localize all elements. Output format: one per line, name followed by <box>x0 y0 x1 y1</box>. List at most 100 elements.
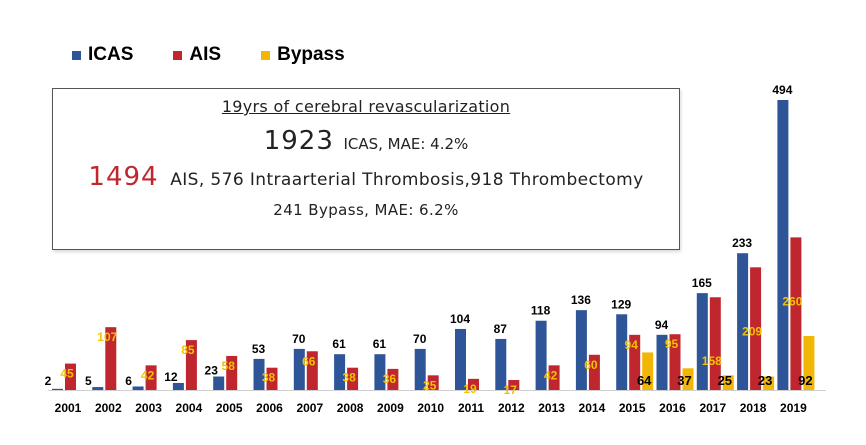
x-tick-label: 2005 <box>216 401 243 415</box>
data-label-icas: 87 <box>494 322 508 336</box>
data-label-ais: 17 <box>504 383 518 397</box>
data-label-ais: 260 <box>782 294 802 308</box>
data-label-ais: 209 <box>742 324 762 338</box>
x-tick-label: 2010 <box>417 401 444 415</box>
data-label-ais: 45 <box>60 367 74 381</box>
bar-ais <box>347 367 359 390</box>
data-label-bypass: 64 <box>637 373 652 388</box>
bar-icas <box>172 382 184 390</box>
data-label-icas: 53 <box>252 342 266 356</box>
data-label-icas: 23 <box>205 363 219 377</box>
data-label-icas: 165 <box>692 276 712 290</box>
summary-icas-line: 1923 ICAS, MAE: 4.2% <box>53 126 679 156</box>
data-label-icas: 70 <box>292 332 306 346</box>
bar-icas <box>656 334 668 390</box>
data-label-ais: 25 <box>423 378 437 392</box>
bar-ais <box>629 334 641 390</box>
x-tick-label: 2016 <box>659 401 686 415</box>
data-label-ais: 158 <box>702 354 722 368</box>
data-label-ais: 85 <box>181 343 195 357</box>
data-label-icas: 61 <box>332 337 346 351</box>
bar-icas <box>334 354 346 390</box>
x-tick-label: 2008 <box>337 401 364 415</box>
data-label-ais: 36 <box>383 372 397 386</box>
summary-icas-count: 1923 <box>263 126 334 156</box>
data-label-ais: 42 <box>544 368 558 382</box>
legend-item-bypass: Bypass <box>261 44 345 66</box>
bar-ais <box>669 334 681 390</box>
bar-ais <box>145 365 157 390</box>
data-label-bypass: 37 <box>677 373 691 388</box>
bar-icas <box>535 320 547 390</box>
legend-swatch-icas <box>72 50 81 60</box>
bar-ais <box>387 368 399 390</box>
bar-ais <box>468 378 479 390</box>
bar-ais <box>427 375 439 390</box>
bar-ais <box>226 355 238 390</box>
bar-bypass <box>763 376 775 390</box>
bar-ais <box>105 327 117 390</box>
bar-icas <box>455 328 466 390</box>
bar-icas <box>616 314 628 390</box>
bar-bypass <box>682 368 694 390</box>
data-label-ais: 94 <box>625 338 639 352</box>
data-label-icas: 494 <box>772 83 792 97</box>
bar-ais <box>790 237 802 390</box>
bar-ais <box>588 354 600 390</box>
bar-bypass <box>642 352 654 390</box>
legend-label-ais: AIS <box>189 44 222 65</box>
summary-title: 19yrs of cerebral revascularization <box>221 97 511 116</box>
summary-text-box: 19yrs of cerebral revascularization 1923… <box>52 88 680 250</box>
data-label-icas: 233 <box>732 236 752 250</box>
x-tick-label: 2015 <box>619 401 646 415</box>
x-tick-label: 2013 <box>538 401 565 415</box>
bar-ais <box>65 363 76 390</box>
bar-ais <box>508 380 520 390</box>
x-tick-label: 2006 <box>256 401 283 415</box>
legend-label-bypass: Bypass <box>277 44 345 65</box>
data-label-ais: 95 <box>665 337 679 351</box>
legend-label-icas: ICAS <box>88 44 134 65</box>
bar-icas <box>575 310 587 390</box>
x-tick-label: 2019 <box>780 401 807 415</box>
bar-icas <box>293 348 305 390</box>
x-tick-label: 2018 <box>740 401 767 415</box>
bar-ais <box>185 340 197 390</box>
x-tick-label: 2009 <box>377 401 404 415</box>
data-label-icas: 118 <box>531 304 551 318</box>
bar-icas <box>777 100 789 390</box>
bar-icas <box>52 388 63 390</box>
data-label-ais: 66 <box>302 354 316 368</box>
data-label-icas: 12 <box>164 370 178 384</box>
x-tick-label: 2011 <box>458 401 484 415</box>
x-tick-label: 2003 <box>135 401 162 415</box>
legend-item-icas: ICAS <box>72 44 133 66</box>
data-label-ais: 58 <box>222 359 236 373</box>
bar-ais <box>709 297 721 390</box>
data-label-icas: 6 <box>125 374 132 388</box>
data-label-ais: 19 <box>463 382 477 396</box>
data-label-icas: 2 <box>45 374 52 388</box>
bar-ais <box>266 367 278 390</box>
x-tick-label: 2007 <box>296 401 323 415</box>
data-label-icas: 5 <box>85 374 92 388</box>
bar-icas <box>737 253 749 390</box>
legend-item-ais: AIS <box>173 44 221 66</box>
bar-ais <box>306 351 318 390</box>
summary-ais-count: 1494 <box>88 162 159 192</box>
data-label-ais: 38 <box>262 371 276 385</box>
bar-icas <box>495 338 507 390</box>
data-label-ais: 107 <box>97 330 117 344</box>
legend-swatch-bypass <box>261 50 271 60</box>
data-label-ais: 38 <box>342 371 356 385</box>
bar-icas <box>696 293 708 390</box>
summary-icas-text: ICAS, MAE: 4.2% <box>343 135 469 153</box>
x-tick-label: 2014 <box>579 401 606 415</box>
bar-icas <box>374 354 386 390</box>
bar-icas <box>253 358 265 390</box>
bar-icas <box>213 376 225 390</box>
x-tick-label: 2001 <box>55 401 82 415</box>
data-label-icas: 129 <box>611 297 631 311</box>
data-label-icas: 70 <box>413 332 427 346</box>
bar-icas <box>414 348 426 390</box>
